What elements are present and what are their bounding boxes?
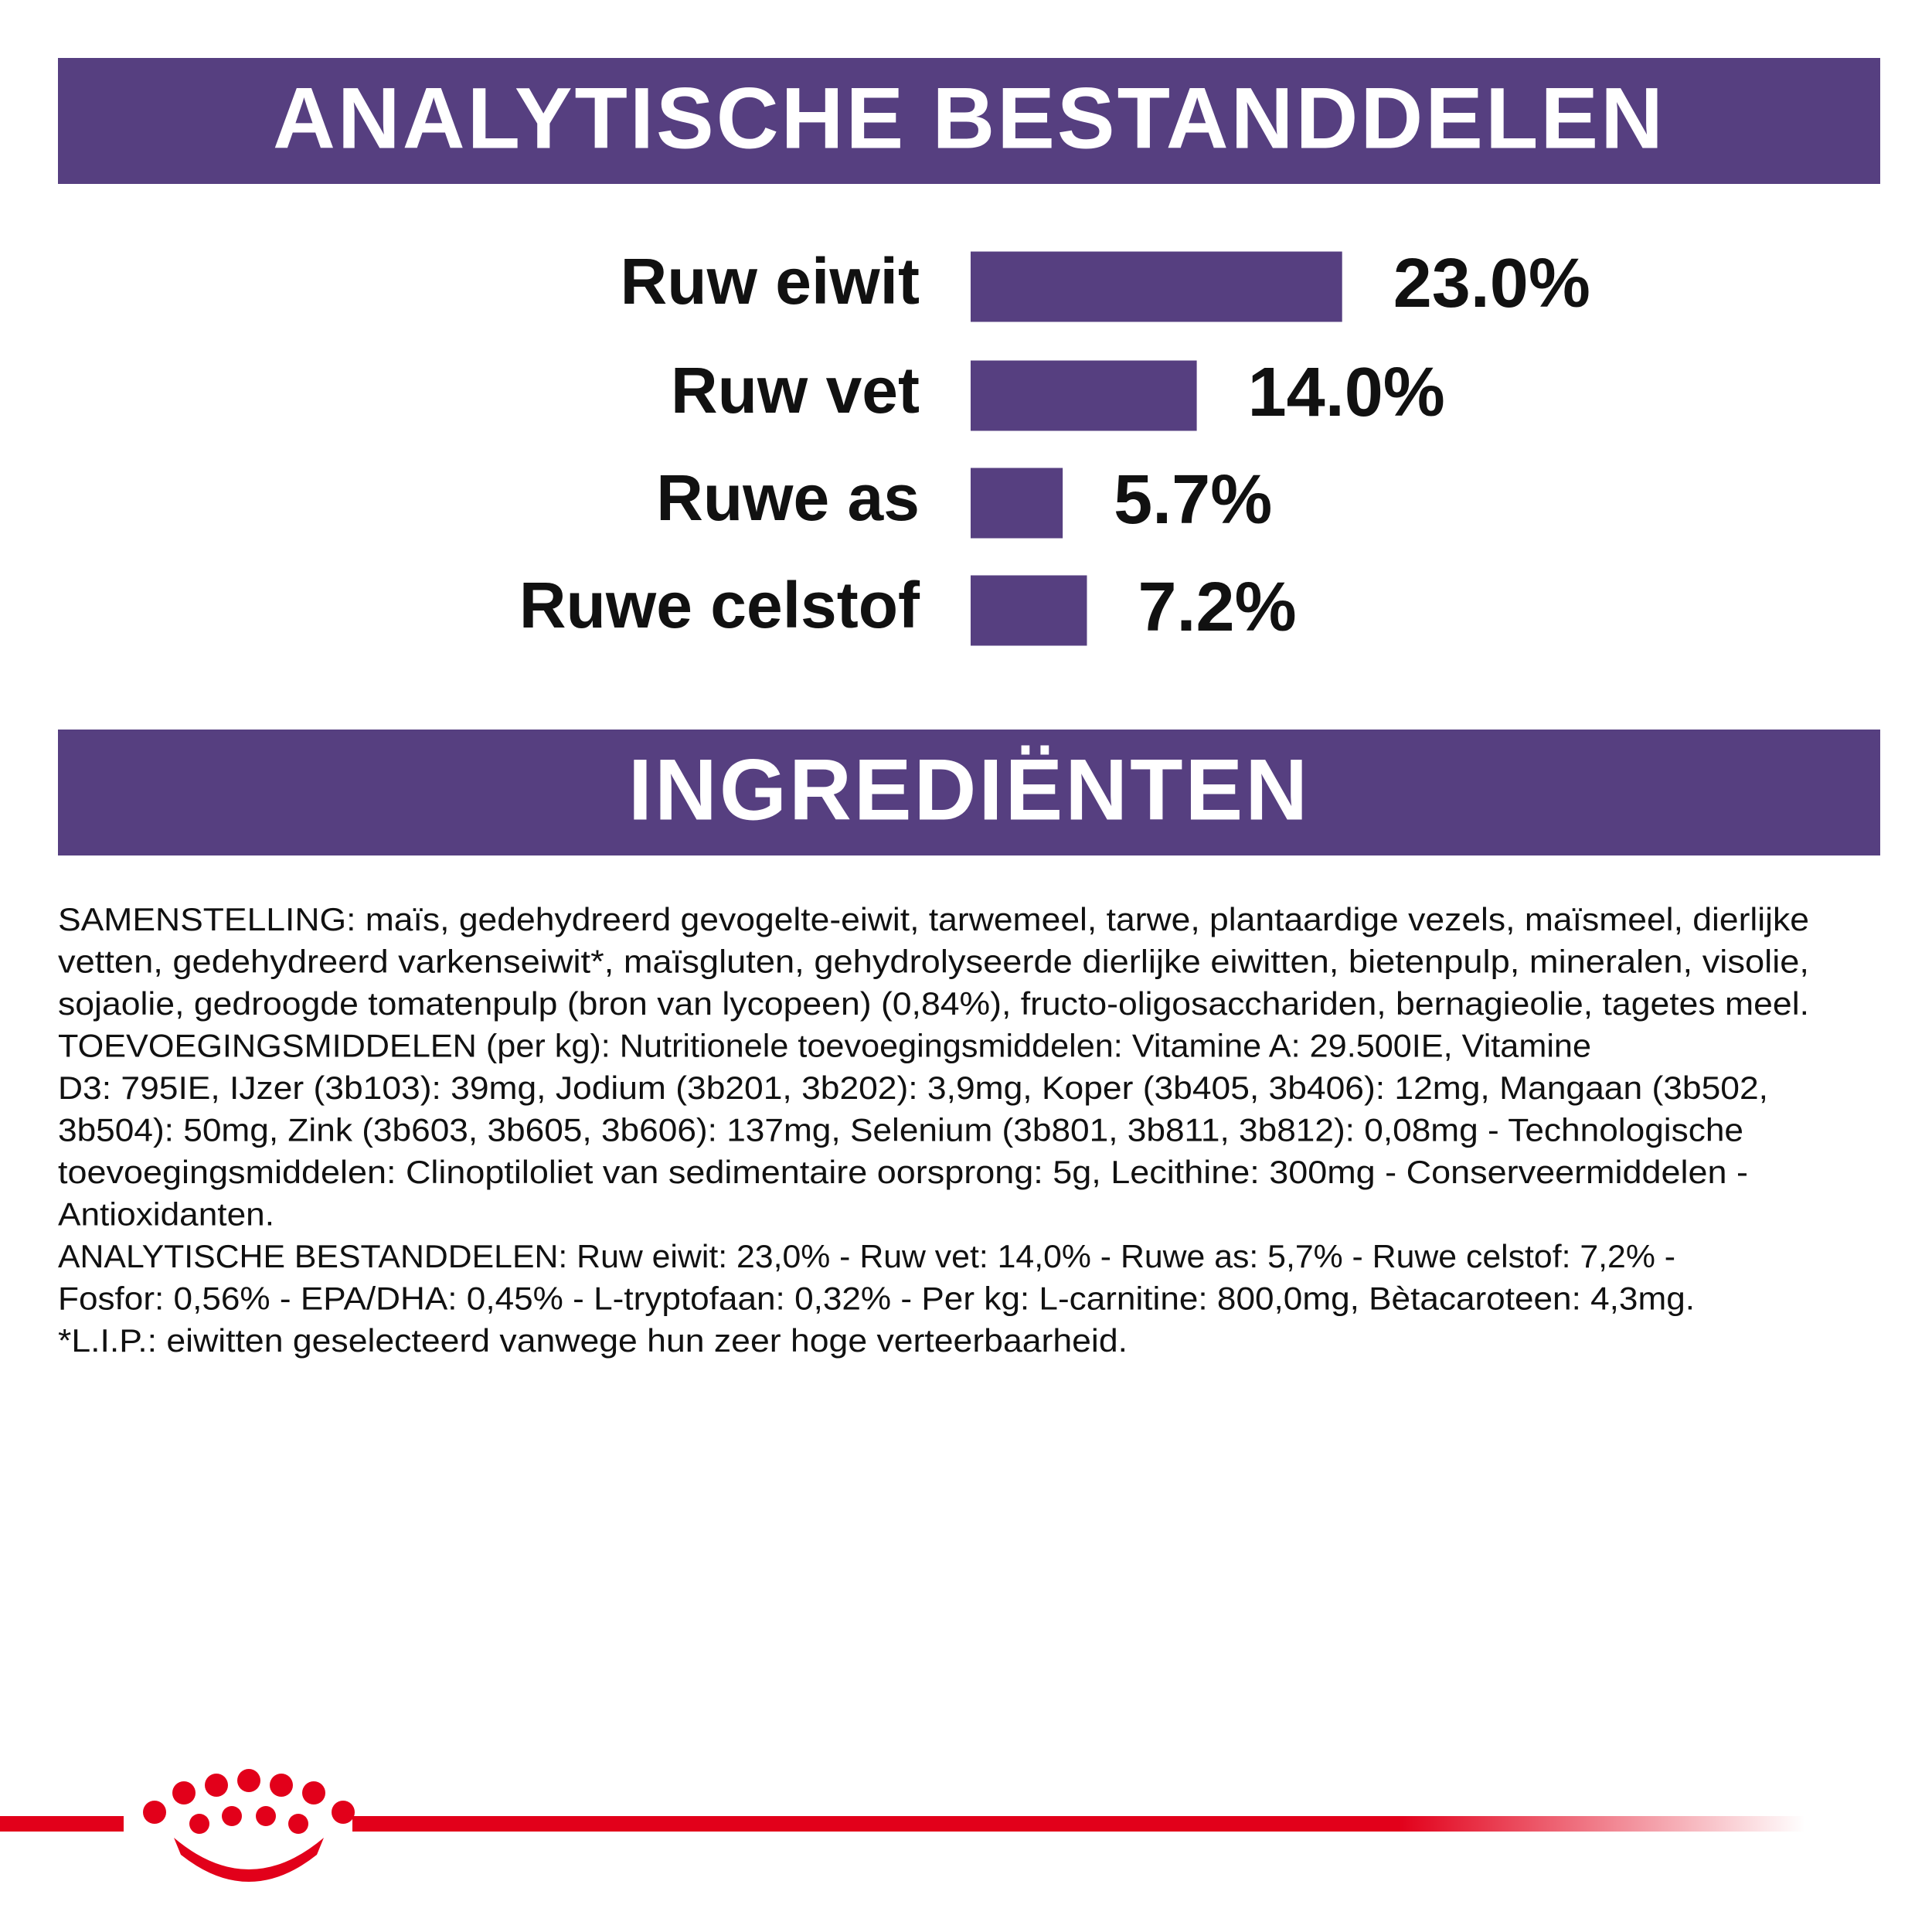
value-label: 7.2%	[1138, 569, 1296, 646]
text-line: D3: 795IE, IJzer (3b103): 39mg, Jodium (…	[58, 1070, 1768, 1106]
category-label: Ruwe celstof	[519, 569, 920, 641]
text-line: ANALYTISCHE BESTANDDELEN: Ruw eiwit: 23,…	[58, 1238, 1675, 1274]
red-line	[0, 1816, 124, 1832]
logo	[0, 1769, 1805, 1882]
chart-title: ANALYTISCHE BESTANDDELEN	[273, 70, 1665, 167]
category-label: Ruwe as	[656, 461, 920, 534]
text-line: SAMENSTELLING: maïs, gedehydreerd gevoge…	[58, 901, 1809, 937]
text-line: sojaolie, gedroogde tomatenpulp (bron va…	[58, 985, 1809, 1022]
header-band	[58, 58, 1880, 184]
bar	[971, 575, 1087, 646]
category-label: Ruw vet	[671, 354, 920, 427]
text-line: Antioxidanten.	[58, 1196, 274, 1233]
header-band	[58, 730, 1880, 855]
text-line: *L.I.P.: eiwitten geselecteerd vanwege h…	[58, 1322, 1128, 1359]
text-line: toevoegingsmiddelen: Clinoptiloliet van …	[58, 1154, 1748, 1190]
ingredients-text: SAMENSTELLING: maïs, gedehydreerd gevoge…	[58, 901, 1809, 1359]
crown	[143, 1769, 355, 1834]
bar	[971, 251, 1342, 322]
text-line: TOEVOEGINGSMIDDELEN (per kg): Nutritione…	[58, 1028, 1591, 1064]
value-label: 23.0%	[1393, 245, 1590, 322]
text-line: Fosfor: 0,56% - EPA/DHA: 0,45% - L-trypt…	[58, 1281, 1695, 1317]
section-title: INGREDIËNTEN	[628, 742, 1310, 838]
category-label: Ruw eiwit	[621, 245, 920, 318]
red-line	[352, 1816, 1805, 1832]
value-label: 5.7%	[1114, 461, 1272, 539]
crown-base	[174, 1838, 324, 1882]
bar	[971, 468, 1063, 539]
bar	[971, 360, 1197, 431]
value-label: 14.0%	[1248, 354, 1445, 431]
text-line: 3b504): 50mg, Zink (3b603, 3b605, 3b606)…	[58, 1112, 1743, 1148]
text-line: vetten, gedehydreerd varkenseiwit*, maïs…	[58, 944, 1809, 980]
